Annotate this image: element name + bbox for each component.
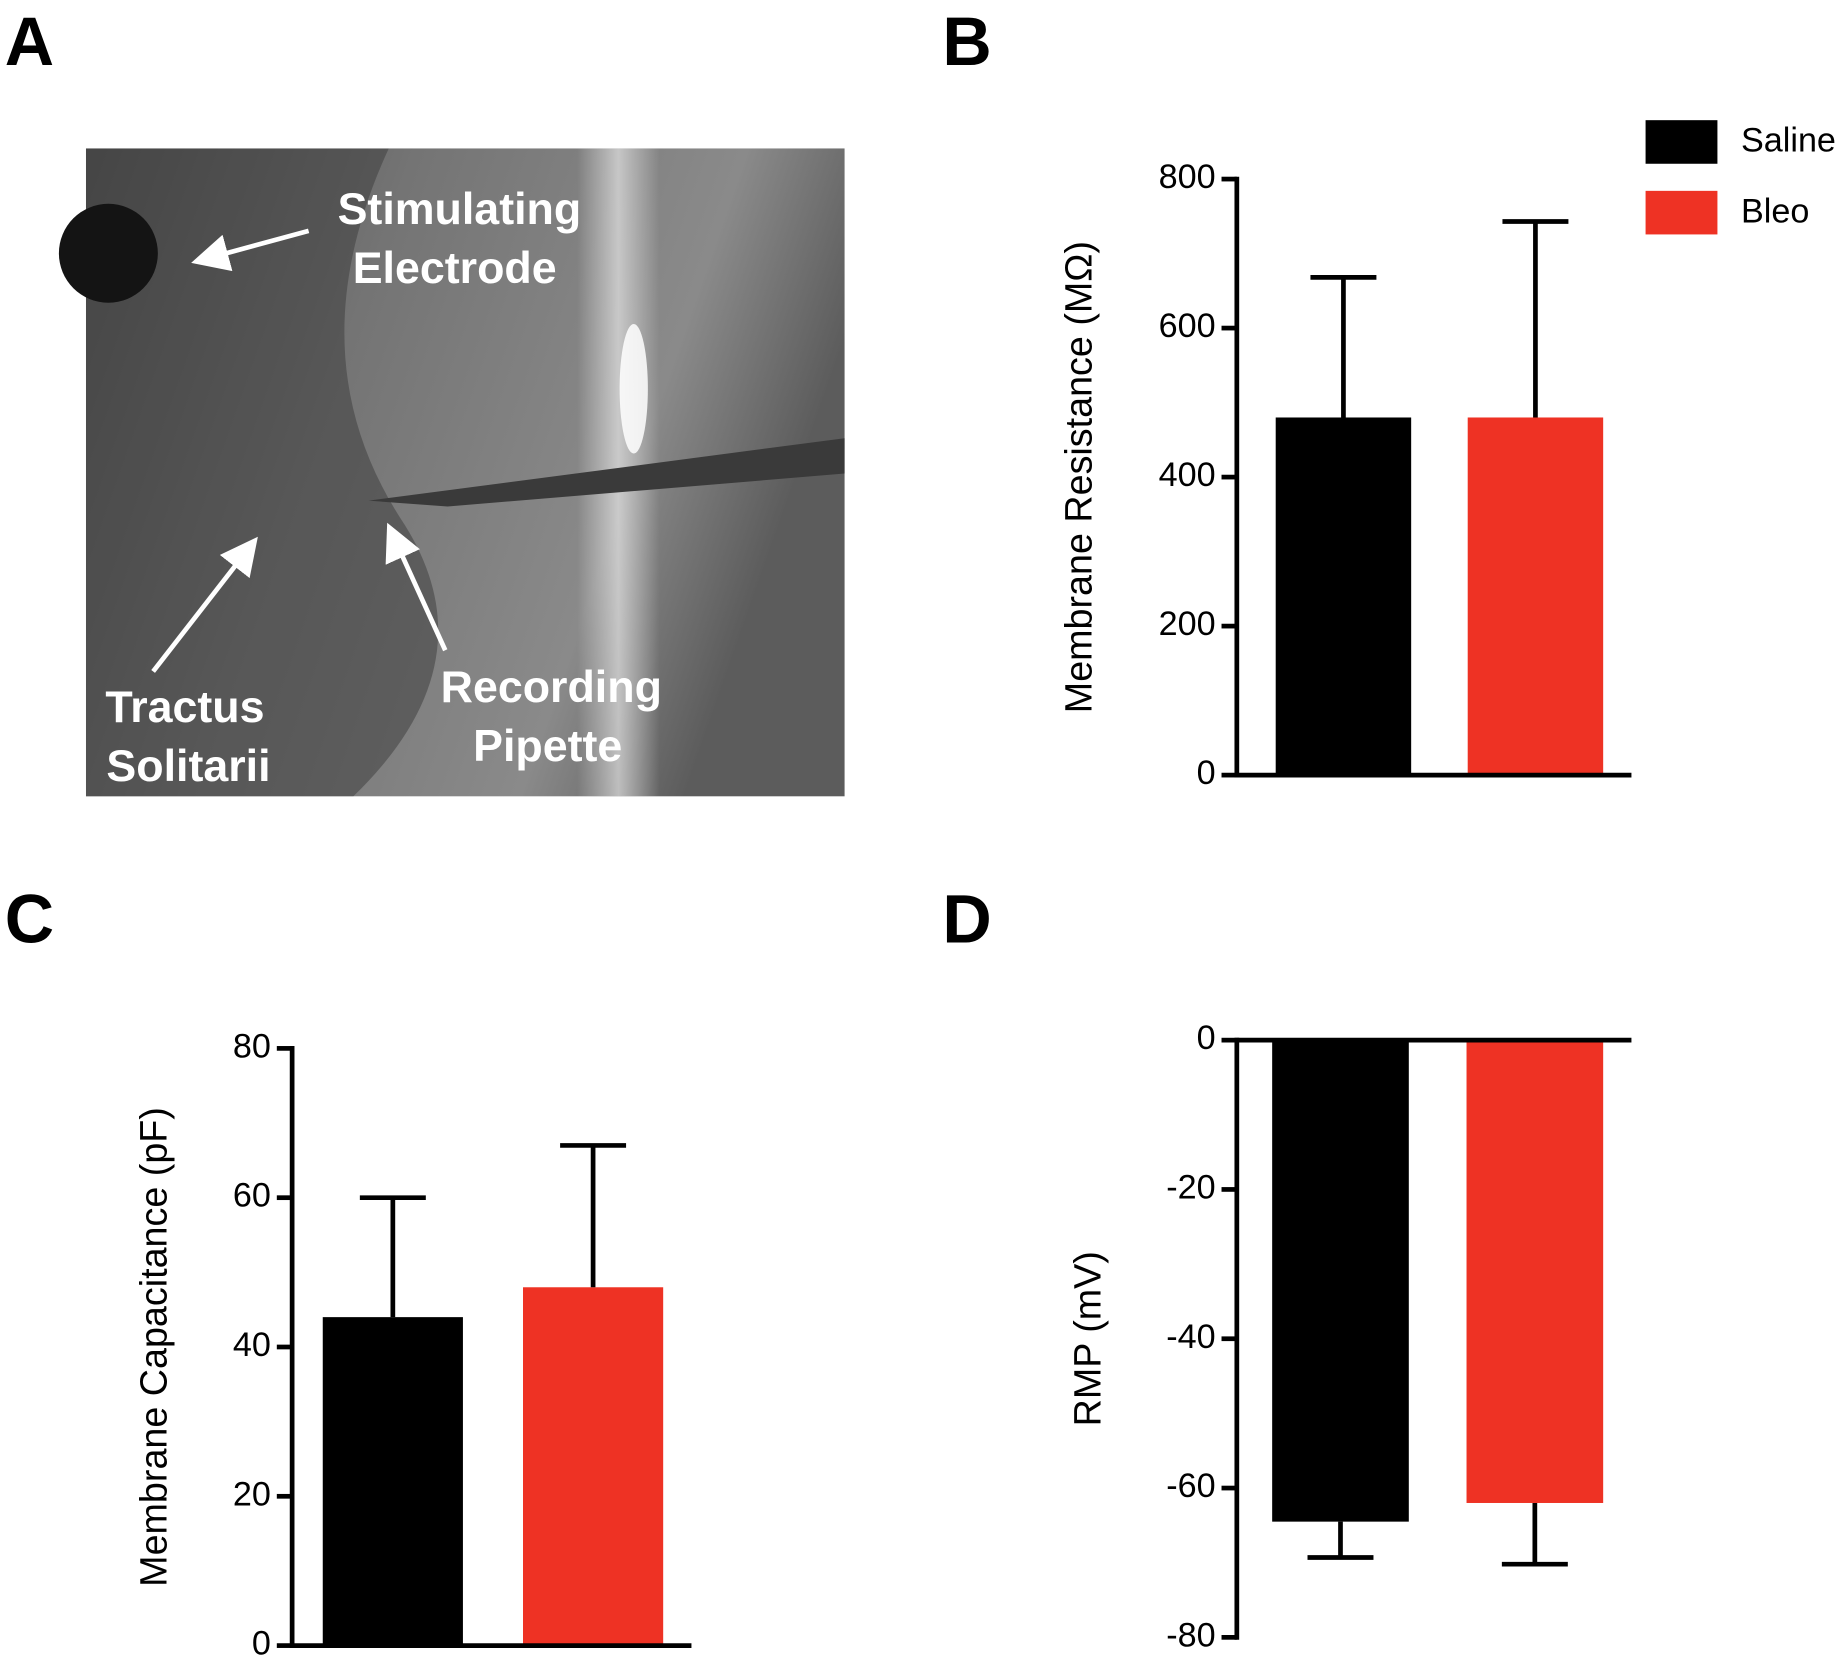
y-tick-label: 200: [1159, 605, 1216, 643]
y-tick-label: 80: [233, 1027, 271, 1065]
y-tick-label: 0: [1197, 754, 1216, 792]
error-bar: [1307, 1521, 1374, 1560]
y-tick-label: 0: [1197, 1019, 1216, 1057]
y-tick-label: 0: [252, 1625, 271, 1663]
micrograph: Stimulating Electrode Tractus Solitarii …: [58, 148, 845, 797]
panel-letter: C: [5, 882, 54, 958]
y-axis-label: Membrane Capacitance (pF): [133, 1107, 175, 1587]
bar: [523, 1287, 664, 1646]
y-tick-label: 40: [233, 1326, 271, 1364]
y-tick-label: -80: [1166, 1616, 1215, 1654]
panel-letter: B: [942, 4, 991, 80]
image-label: Recording: [441, 662, 662, 712]
y-axis-label: RMP (mV): [1067, 1251, 1109, 1426]
image-label: Tractus: [105, 682, 264, 732]
y-axis-label: Membrane Resistance (MΩ): [1057, 241, 1099, 713]
error-bar: [1501, 1502, 1568, 1567]
bar: [1466, 1040, 1604, 1503]
error-bar: [1502, 219, 1569, 418]
y-tick-label: 60: [233, 1177, 271, 1215]
error-bar: [560, 1143, 627, 1288]
y-tick-label: -20: [1166, 1168, 1215, 1206]
y-tick-label: 400: [1159, 456, 1216, 494]
bar: [1272, 1040, 1409, 1522]
error-bar: [1310, 275, 1377, 418]
image-label: Electrode: [353, 243, 557, 293]
legend-label: Saline: [1741, 122, 1836, 160]
bar: [1467, 417, 1604, 776]
bar: [1275, 417, 1412, 776]
image-label: Stimulating: [338, 184, 582, 234]
y-tick-label: 600: [1159, 307, 1216, 345]
image-label: Solitarii: [106, 741, 270, 791]
y-tick-label: -60: [1166, 1467, 1215, 1505]
panel-letter: A: [5, 4, 54, 80]
bar: [322, 1317, 463, 1646]
panel-letter: D: [942, 882, 991, 958]
legend-label: Bleo: [1741, 192, 1809, 230]
legend-swatch: [1645, 120, 1718, 164]
y-tick-label: 20: [233, 1475, 271, 1513]
error-bar: [359, 1195, 426, 1318]
legend-swatch: [1645, 190, 1718, 235]
y-tick-label: 800: [1159, 158, 1216, 196]
image-label: Pipette: [473, 721, 622, 771]
y-tick-label: -40: [1166, 1318, 1215, 1356]
